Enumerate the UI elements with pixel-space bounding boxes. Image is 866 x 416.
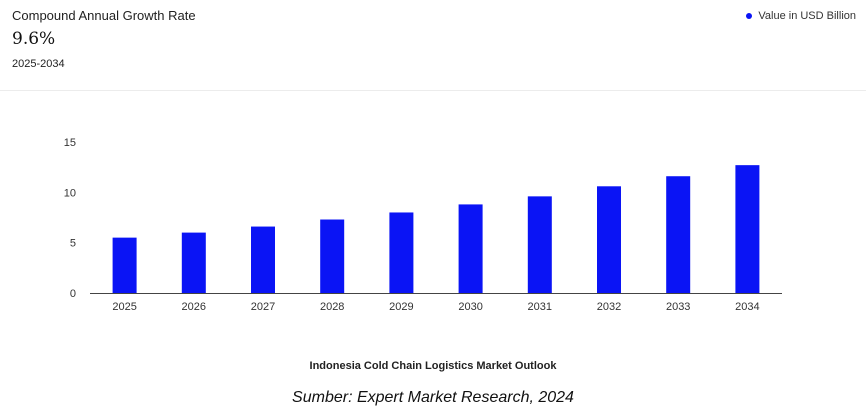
bar-2028 xyxy=(320,219,345,293)
legend-marker xyxy=(746,13,753,19)
x-tick-label: 2030 xyxy=(458,301,482,313)
y-tick-label: 5 xyxy=(70,238,76,250)
legend-label: Value in USD Billion xyxy=(758,10,856,22)
x-tick-label: 2029 xyxy=(389,301,413,313)
x-tick-label: 2026 xyxy=(182,301,206,313)
x-tick-label: 2025 xyxy=(112,301,136,313)
y-axis: 0 5 10 15 xyxy=(64,137,76,300)
bar-2025 xyxy=(112,237,137,293)
bar-2032 xyxy=(597,186,621,293)
header-divider xyxy=(0,90,866,91)
bar-2029 xyxy=(389,212,414,293)
y-tick-label: 10 xyxy=(64,187,76,199)
source-caption: Sumber: Expert Market Research, 2024 xyxy=(292,389,574,406)
bar-2027 xyxy=(251,226,275,293)
chart-header: Compound Annual Growth Rate 9.6% 2025-20… xyxy=(0,0,866,90)
bar-2030 xyxy=(458,204,483,293)
x-axis: 2025 2026 2027 2028 2029 2030 2031 2032 2033 2034 xyxy=(112,301,759,313)
bar-2034 xyxy=(735,165,760,293)
chart-legend: Value in USD Billion xyxy=(746,10,856,22)
cagr-value: 9.6% xyxy=(12,29,56,49)
bar-2031 xyxy=(527,196,552,293)
bar-2033 xyxy=(666,176,691,293)
cagr-label: Compound Annual Growth Rate xyxy=(12,8,196,23)
x-tick-label: 2033 xyxy=(666,301,690,313)
x-tick-label: 2027 xyxy=(251,301,275,313)
cagr-period: 2025-2034 xyxy=(12,58,65,70)
x-tick-label: 2032 xyxy=(597,301,621,313)
chart-title: Indonesia Cold Chain Logistics Market Ou… xyxy=(309,360,557,372)
y-tick-label: 15 xyxy=(64,137,76,149)
x-tick-label: 2028 xyxy=(320,301,344,313)
bars-group xyxy=(112,165,760,293)
bar-2026 xyxy=(181,232,206,293)
y-tick-label: 0 xyxy=(70,288,76,300)
x-tick-label: 2031 xyxy=(528,301,552,313)
x-tick-label: 2034 xyxy=(735,301,759,313)
